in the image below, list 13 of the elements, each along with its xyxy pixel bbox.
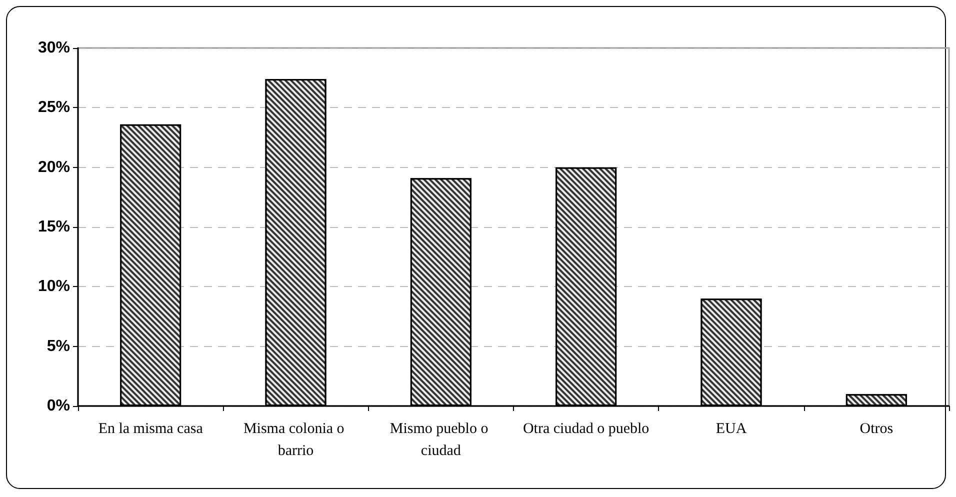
x-tick-label: En la misma casa [98, 421, 204, 437]
x-tick-label: EUA [716, 421, 747, 437]
x-tick-label: Otra ciudad o pueblo [522, 421, 650, 437]
x-tick-label: Mismo pueblo o ciudad [390, 421, 492, 459]
y-tick-label: 0% [46, 398, 70, 414]
x-tick-label: Misma colonia o barrio [243, 421, 348, 459]
y-tick-label: 5% [46, 338, 70, 355]
y-tick-label: 15% [38, 218, 70, 236]
y-tick-label: 20% [38, 158, 70, 176]
x-tick-label: Otros [860, 421, 894, 437]
y-tick-label: 30% [38, 40, 70, 56]
y-tick-label: 10% [38, 278, 70, 296]
y-tick-label: 25% [38, 99, 70, 116]
